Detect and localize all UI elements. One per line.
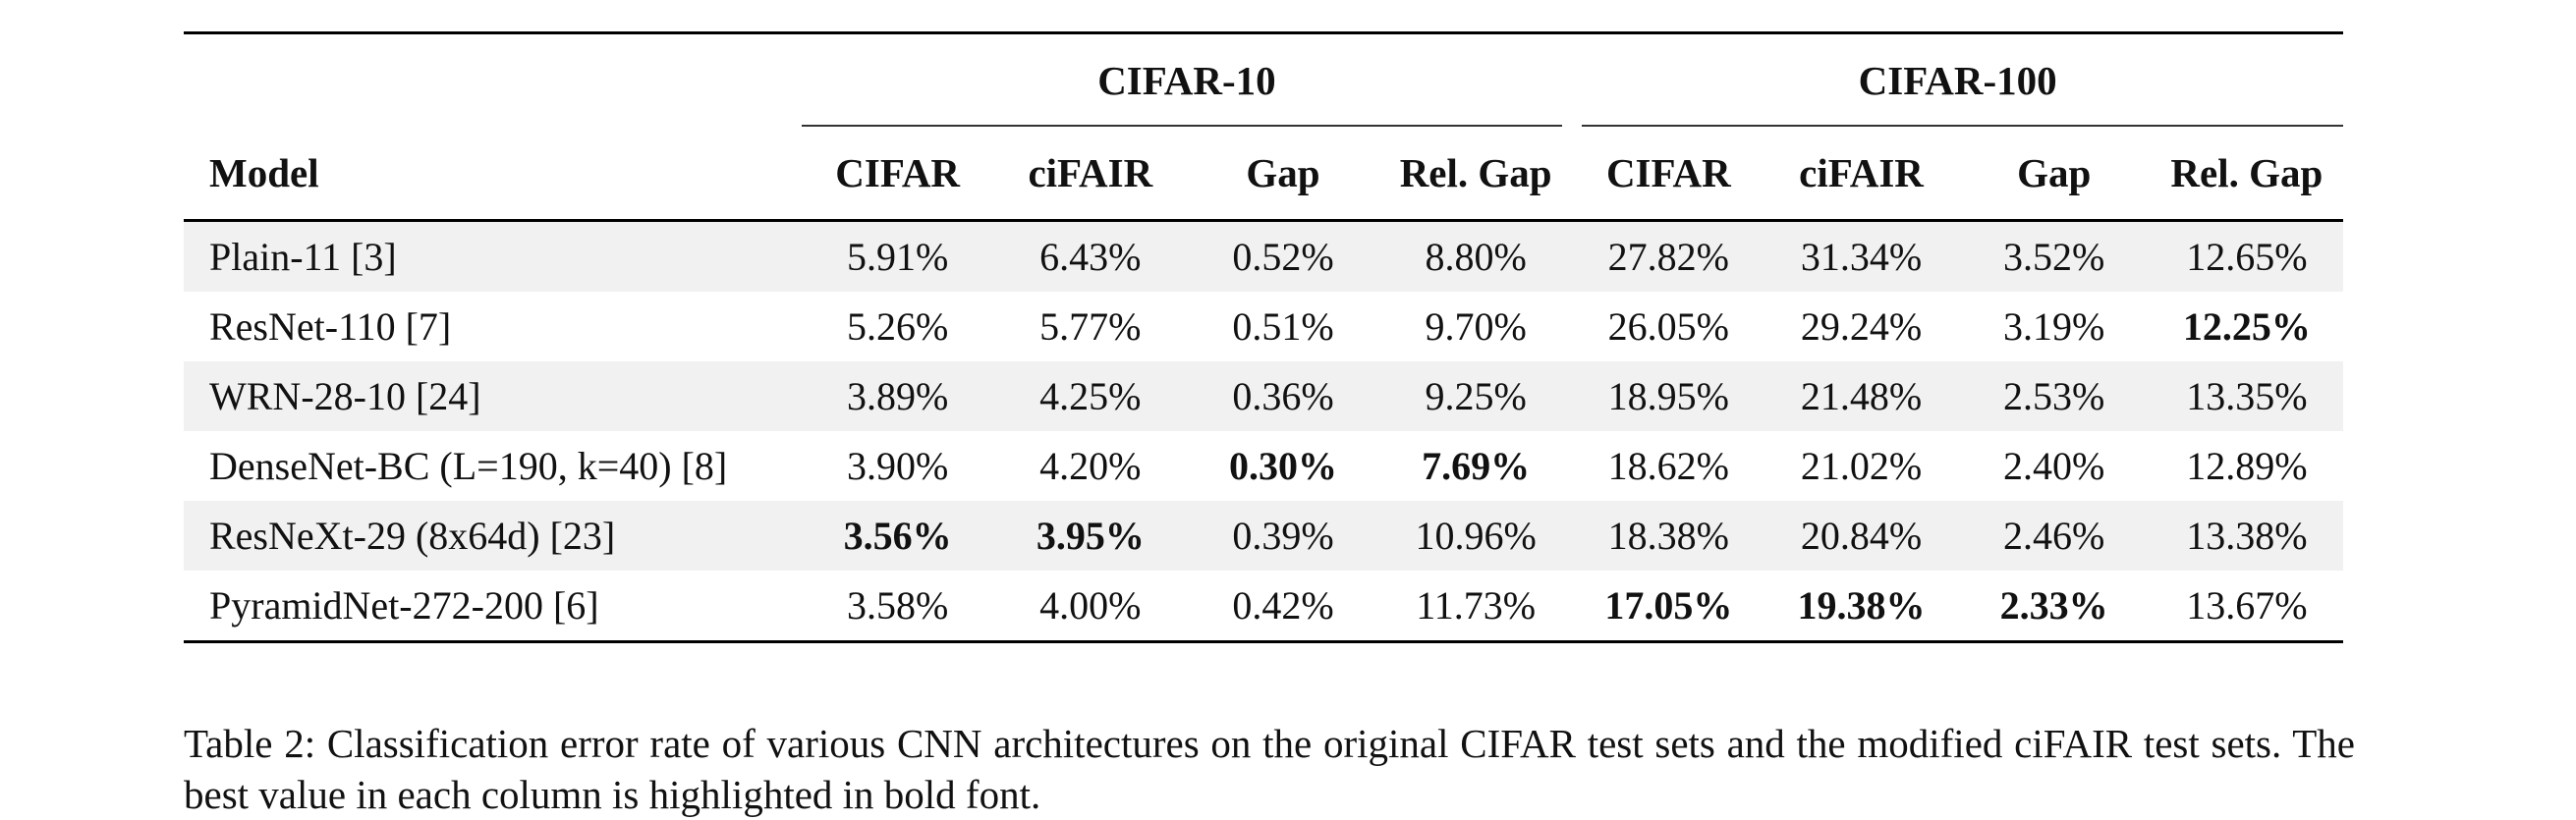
value-cell: 2.46% [1957, 501, 2151, 571]
table-row: WRN-28-10 [24] 3.89% 4.25% 0.36% 9.25% 18.95%… [184, 361, 2343, 431]
value-cell: 27.82% [1572, 220, 1765, 292]
value-cell: 21.02% [1800, 444, 1923, 488]
value-cell: 3.52% [1957, 220, 2151, 292]
value-cell: 3.95% [993, 501, 1187, 571]
column-header-cifar100-rel-gap: Rel. Gap [2170, 150, 2324, 195]
value-cell: 2.53% [1957, 361, 2151, 431]
table-row: ResNeXt-29 (8x64d) [23] 3.56% 3.95% 0.39% 10… [184, 501, 2343, 571]
value-cell: 7.69% [1422, 444, 1531, 488]
value-cell: 11.73% [1416, 583, 1537, 628]
value-cell: 0.36% [1186, 361, 1380, 431]
value-cell: 2.33% [1999, 583, 2108, 628]
table-caption: Table 2: Classification error rate of va… [184, 721, 2355, 817]
value-cell: 3.58% [846, 583, 949, 628]
model-name-cell: ResNet-110 [7] [209, 304, 452, 349]
value-cell: 4.00% [1039, 583, 1142, 628]
value-cell: 12.25% [2182, 304, 2311, 349]
value-cell: 4.20% [1039, 444, 1142, 488]
value-cell: 0.39% [1186, 501, 1380, 571]
value-cell: 3.90% [846, 444, 949, 488]
value-cell: 18.62% [1607, 444, 1729, 488]
table-row: PyramidNet-272-200 [6] 3.58% 4.00% 0.42% 11.… [184, 571, 2343, 642]
value-cell: 18.38% [1572, 501, 1765, 571]
value-cell: 13.67% [2186, 583, 2308, 628]
table-row: ResNet-110 [7] 5.26% 5.77% 0.51% 9.70% 26.05%… [184, 292, 2343, 361]
group-header-cifar10: CIFAR-10 [801, 33, 1573, 128]
group-header-row: CIFAR-10 CIFAR-100 [184, 32, 2343, 128]
column-header-cifar100-cifar: CIFAR [1605, 150, 1731, 195]
results-table: CIFAR-10 CIFAR-100 Model CIFAR ciFAIR Ga… [184, 31, 2343, 643]
value-cell: 13.35% [2150, 361, 2343, 431]
value-cell: 3.19% [2003, 304, 2105, 349]
value-cell: 5.91% [801, 220, 994, 292]
value-cell: 17.05% [1604, 583, 1733, 628]
column-header-cifar10-gap: Gap [1246, 150, 1320, 195]
value-cell: 26.05% [1607, 304, 1729, 349]
model-name-cell: PyramidNet-272-200 [6] [209, 583, 599, 628]
value-cell: 6.43% [993, 220, 1187, 292]
column-header-cifar10-cifair: ciFAIR [1028, 150, 1153, 195]
group-header-empty [184, 33, 802, 128]
value-cell: 0.52% [1186, 220, 1380, 292]
table-row: DenseNet-BC (L=190, k=40) [8] 3.90% 4.20% 0… [184, 431, 2343, 501]
value-cell: 0.42% [1232, 583, 1334, 628]
column-header-cifar10-cifar: CIFAR [835, 150, 961, 195]
value-cell: 29.24% [1800, 304, 1923, 349]
value-cell: 13.38% [2150, 501, 2343, 571]
table-row: Plain-11 [3] 5.91% 6.43% 0.52% 8.80% 27.82% 31… [184, 220, 2343, 292]
value-cell: 5.26% [846, 304, 949, 349]
value-cell: 31.34% [1764, 220, 1958, 292]
value-cell: 9.25% [1379, 361, 1573, 431]
value-cell: 2.40% [2003, 444, 2105, 488]
value-cell: 12.89% [2186, 444, 2308, 488]
column-header-row: Model CIFAR ciFAIR Gap Rel. Gap CIFAR ci… [184, 127, 2343, 221]
column-header-cifar10-rel-gap: Rel. Gap [1399, 150, 1552, 195]
value-cell: 10.96% [1379, 501, 1573, 571]
value-cell: 3.56% [801, 501, 994, 571]
value-cell: 4.25% [993, 361, 1187, 431]
value-cell: 5.77% [1039, 304, 1142, 349]
value-cell: 12.65% [2150, 220, 2343, 292]
model-name-cell: WRN-28-10 [24] [184, 361, 802, 431]
model-name-cell: ResNeXt-29 (8x64d) [23] [184, 501, 802, 571]
value-cell: 9.70% [1425, 304, 1527, 349]
value-cell: 0.30% [1228, 444, 1337, 488]
value-cell: 19.38% [1797, 583, 1926, 628]
column-header-cifar100-cifair: ciFAIR [1799, 150, 1924, 195]
value-cell: 18.95% [1572, 361, 1765, 431]
value-cell: 20.84% [1764, 501, 1958, 571]
model-name-cell: Plain-11 [3] [184, 220, 802, 292]
value-cell: 0.51% [1232, 304, 1334, 349]
value-cell: 21.48% [1764, 361, 1958, 431]
value-cell: 3.89% [801, 361, 994, 431]
model-name-cell: DenseNet-BC (L=190, k=40) [8] [209, 444, 728, 488]
table-body: Plain-11 [3] 5.91% 6.43% 0.52% 8.80% 27.82% 31… [184, 220, 2343, 642]
value-cell: 8.80% [1379, 220, 1573, 292]
results-table-container: CIFAR-10 CIFAR-100 Model CIFAR ciFAIR Ga… [184, 31, 2343, 643]
group-header-cifar100: CIFAR-100 [1572, 33, 2343, 128]
column-header-cifar100-gap: Gap [2017, 150, 2092, 195]
column-header-model: Model [209, 150, 319, 195]
